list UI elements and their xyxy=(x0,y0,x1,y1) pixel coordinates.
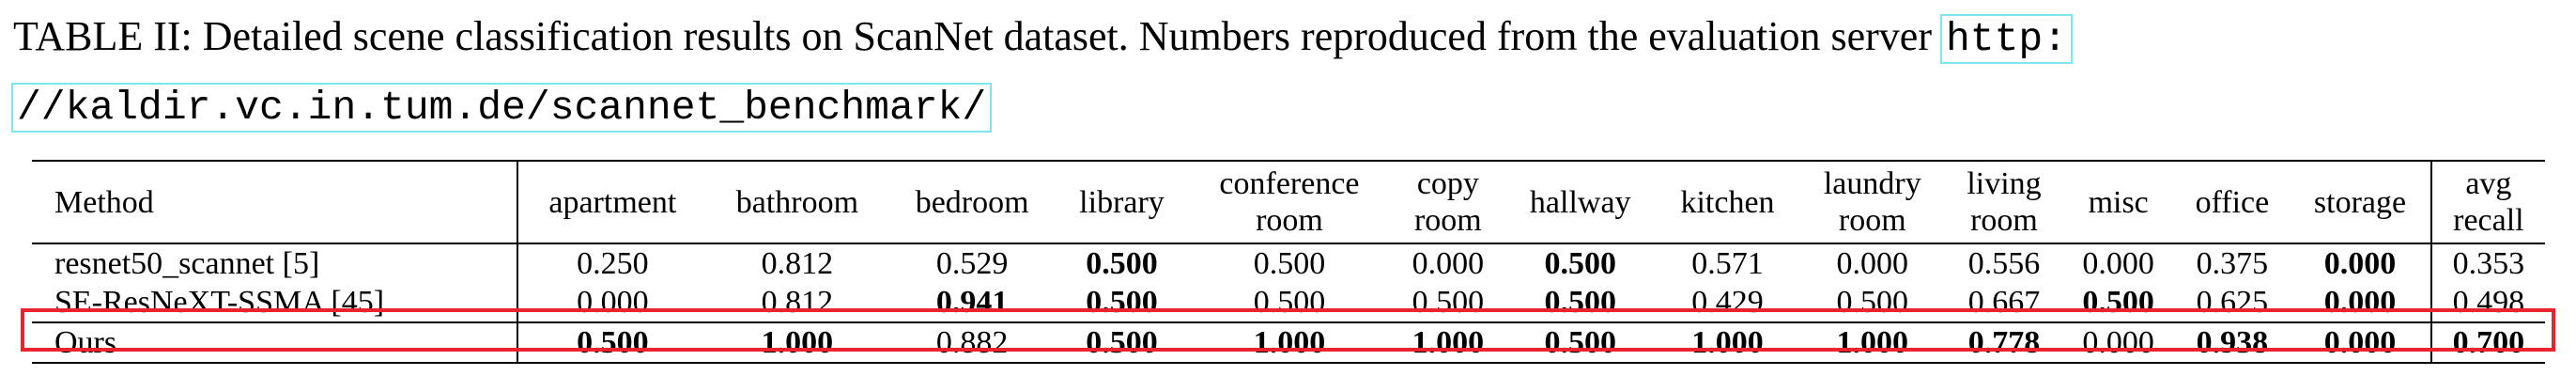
value-cell: 0.625 xyxy=(2196,285,2269,320)
column-header-text: office xyxy=(2195,184,2270,220)
value-cell: 0.812 xyxy=(761,285,834,320)
value-cell: 0.500 xyxy=(1544,246,1616,281)
column-header: office xyxy=(2174,160,2291,244)
column-header-text: conference xyxy=(1219,166,1360,201)
value-cell: 0.500 xyxy=(1253,246,1326,281)
value-cell: 0.941 xyxy=(935,285,1009,320)
column-header-text: misc xyxy=(2088,184,2149,220)
value-cell: 0.500 xyxy=(1411,285,1485,320)
value-cell: 0.500 xyxy=(1086,246,1158,281)
method-cell: Ours xyxy=(32,321,519,364)
column-header: library xyxy=(1057,160,1187,244)
method-header: Method xyxy=(32,160,519,244)
column-header: hallway xyxy=(1504,160,1657,244)
column-header: copy room xyxy=(1392,160,1504,244)
column-header: bathroom xyxy=(706,160,888,244)
value-cell: 0.000 xyxy=(577,285,649,320)
column-header-text: room xyxy=(1838,203,1906,238)
value-cell: 0.778 xyxy=(1946,321,2062,364)
value-cell: 0.375 xyxy=(2196,246,2269,281)
column-header-text: bedroom xyxy=(915,184,1029,220)
table-row: SE-ResNeXT-SSMA [45] 0.000 0.812 0.941 0.500… xyxy=(32,283,2545,322)
value-cell: 0.000 xyxy=(2082,246,2154,281)
column-header-text: avg xyxy=(2465,166,2512,201)
value-cell: 0.500 xyxy=(1544,285,1616,320)
column-header-text: storage xyxy=(2313,184,2407,220)
value-cell: 0.500 xyxy=(1086,285,1158,320)
table-row: resnet50_scannet [5] 0.250 0.812 0.529 0.500… xyxy=(32,243,2545,283)
column-header-text: hallway xyxy=(1529,184,1631,220)
value-cell: 0.000 xyxy=(1836,246,1909,281)
caption-text: TABLE II: Detailed scene classification … xyxy=(13,13,1942,59)
benchmark-url-part1[interactable]: http: xyxy=(1939,14,2074,64)
value-cell: 0.882 xyxy=(887,321,1057,364)
value-cell: 0.500 xyxy=(1253,285,1326,320)
highlight-box xyxy=(21,308,2555,352)
column-header-text: room xyxy=(1256,203,1323,238)
value-cell: 0.571 xyxy=(1691,246,1764,281)
value-cell: 1.000 xyxy=(1798,321,1947,364)
value-cell: 0.000 xyxy=(2061,321,2175,364)
value-cell: 0.429 xyxy=(1691,285,1764,320)
value-cell: 1.000 xyxy=(1656,321,1799,364)
column-header-text: room xyxy=(1413,203,1482,238)
value-cell: 0.500 xyxy=(1836,285,1909,320)
value-cell: 0.812 xyxy=(761,246,834,281)
value-cell: 1.000 xyxy=(706,321,888,364)
value-cell: 0.500 xyxy=(1504,321,1657,364)
column-header-text: laundry xyxy=(1823,166,1921,201)
value-cell: 0.000 xyxy=(2290,321,2432,364)
value-cell: 0.700 xyxy=(2430,321,2545,364)
column-header-text: library xyxy=(1079,184,1165,220)
column-header: avg recall xyxy=(2430,160,2545,244)
benchmark-url-part2[interactable]: //kaldir.vc.in.tum.de/scannet_benchmark/ xyxy=(10,83,993,133)
value-cell: 0.250 xyxy=(577,246,649,281)
column-header: living room xyxy=(1946,160,2062,244)
value-cell: 1.000 xyxy=(1186,321,1392,364)
column-header-text: room xyxy=(1970,203,2038,238)
value-cell: 0.529 xyxy=(935,246,1009,281)
value-cell: 0.000 xyxy=(2290,283,2432,322)
value-cell: 0.000 xyxy=(2290,243,2432,283)
column-header: apartment xyxy=(517,160,707,244)
value-cell: 0.500 xyxy=(1057,321,1187,364)
column-header: kitchen xyxy=(1656,160,1799,244)
column-header: misc xyxy=(2061,160,2175,244)
column-header: laundry room xyxy=(1798,160,1947,244)
column-header-text: copy xyxy=(1416,166,1479,201)
value-cell: 0.000 xyxy=(1411,246,1485,281)
value-cell: 0.498 xyxy=(2452,285,2525,320)
column-header: bedroom xyxy=(887,160,1057,244)
column-header-text: bathroom xyxy=(735,184,859,220)
column-header-text: apartment xyxy=(548,184,677,220)
column-header-text: kitchen xyxy=(1680,184,1775,220)
value-cell: 0.938 xyxy=(2174,321,2291,364)
table-caption: TABLE II: Detailed scene classification … xyxy=(10,4,2563,141)
value-cell: 0.353 xyxy=(2452,246,2525,281)
column-header-text: living xyxy=(1967,166,2042,201)
method-cell: resnet50_scannet [5] xyxy=(32,243,519,283)
value-cell: 0.667 xyxy=(1967,285,2041,320)
value-cell: 0.500 xyxy=(517,321,707,364)
header-row: Method apartment bathroom bedroom library co… xyxy=(32,160,2545,244)
value-cell: 1.000 xyxy=(1392,321,1504,364)
results-table: Method apartment bathroom bedroom library co… xyxy=(32,160,2545,364)
method-cell: SE-ResNeXT-SSMA [45] xyxy=(32,283,519,322)
column-header: conference room xyxy=(1186,160,1392,244)
table-body: resnet50_scannet [5] 0.250 0.812 0.529 0.500… xyxy=(32,243,2545,364)
value-cell: 0.556 xyxy=(1967,246,2041,281)
value-cell: 0.500 xyxy=(2082,285,2154,320)
column-header-text: recall xyxy=(2453,203,2524,238)
table-row: Ours 0.500 1.000 0.882 0.500 1.000 1.000 0.500 1… xyxy=(32,321,2545,364)
column-header: storage xyxy=(2290,160,2432,244)
